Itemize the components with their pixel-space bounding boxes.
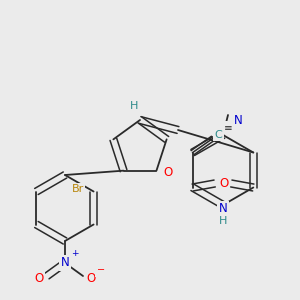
Text: ≡: ≡ xyxy=(224,122,233,133)
Text: H: H xyxy=(219,216,227,226)
Text: C: C xyxy=(215,130,223,140)
Text: O: O xyxy=(86,272,96,284)
Text: O: O xyxy=(34,272,43,284)
Text: N: N xyxy=(219,202,227,215)
Text: +: + xyxy=(71,250,79,259)
Text: H: H xyxy=(130,101,138,111)
Text: Br: Br xyxy=(71,184,84,194)
Text: N: N xyxy=(61,256,69,269)
Text: O: O xyxy=(164,166,173,179)
Text: O: O xyxy=(219,177,228,190)
Text: −: − xyxy=(97,265,105,275)
Text: O: O xyxy=(218,177,227,190)
Text: N: N xyxy=(234,114,243,127)
